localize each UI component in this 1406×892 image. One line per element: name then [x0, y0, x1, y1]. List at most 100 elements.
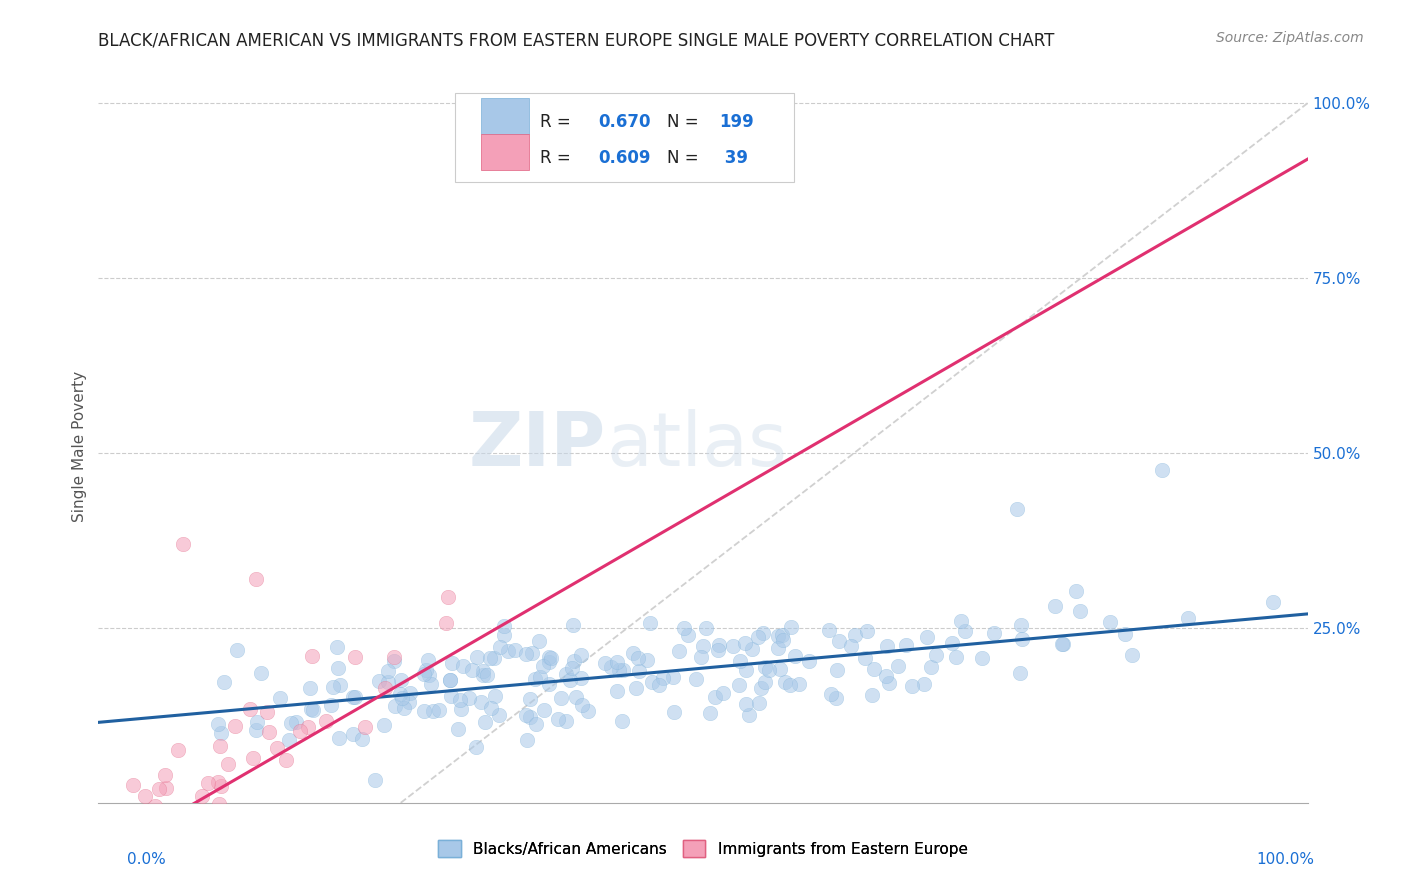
Point — [538, 676, 561, 690]
Point — [343, 690, 366, 704]
Point — [479, 701, 502, 715]
Y-axis label: Single Male Poverty: Single Male Poverty — [72, 370, 87, 522]
Point — [571, 698, 593, 712]
Text: 0.609: 0.609 — [598, 149, 651, 167]
Point — [562, 618, 585, 632]
Point — [1121, 648, 1143, 663]
Text: Source: ZipAtlas.com: Source: ZipAtlas.com — [1216, 31, 1364, 45]
Point — [209, 779, 232, 793]
Point — [465, 650, 488, 665]
Point — [125, 807, 148, 822]
Point — [374, 681, 396, 696]
Point — [769, 662, 792, 676]
Point — [780, 620, 803, 634]
Point — [398, 695, 420, 709]
Point — [447, 722, 470, 736]
Point — [860, 688, 883, 702]
Point — [256, 706, 278, 720]
Point — [540, 651, 562, 665]
Point — [925, 648, 948, 662]
Point — [853, 650, 876, 665]
Point — [266, 741, 288, 756]
Point — [384, 699, 406, 714]
Point — [280, 715, 302, 730]
Point — [1098, 615, 1121, 629]
Text: ZIP: ZIP — [470, 409, 606, 483]
Point — [441, 656, 464, 670]
Point — [824, 691, 846, 706]
Point — [460, 663, 482, 677]
Point — [748, 696, 770, 710]
Point — [479, 651, 502, 665]
Point — [225, 643, 247, 657]
Point — [661, 670, 683, 684]
Point — [1011, 632, 1033, 646]
Point — [758, 663, 780, 677]
Point — [276, 753, 298, 767]
Point — [529, 670, 551, 684]
FancyBboxPatch shape — [456, 93, 793, 182]
Point — [728, 654, 751, 668]
Point — [695, 621, 717, 635]
Point — [450, 702, 472, 716]
Point — [243, 820, 266, 834]
Point — [494, 619, 516, 633]
Point — [515, 647, 537, 661]
Point — [278, 732, 301, 747]
Point — [738, 708, 761, 723]
Point — [155, 768, 177, 782]
Point — [364, 772, 387, 787]
Point — [474, 714, 496, 729]
Point — [562, 654, 585, 668]
Point — [470, 695, 492, 709]
Point — [419, 677, 441, 691]
Point — [299, 702, 322, 716]
Point — [862, 662, 884, 676]
Text: 199: 199 — [718, 113, 754, 131]
Point — [297, 720, 319, 734]
Point — [439, 673, 461, 687]
Point — [451, 659, 474, 673]
Point — [284, 714, 307, 729]
Point — [475, 668, 498, 682]
Point — [950, 614, 973, 628]
Point — [449, 693, 471, 707]
Point — [662, 705, 685, 719]
Point — [735, 697, 758, 711]
Point — [915, 630, 938, 644]
Point — [600, 660, 623, 674]
Point — [728, 677, 751, 691]
Point — [576, 704, 599, 718]
Point — [148, 782, 170, 797]
Point — [242, 751, 264, 765]
Point — [768, 640, 790, 655]
Point — [734, 663, 756, 677]
Point — [322, 680, 344, 694]
Point — [1069, 604, 1091, 618]
Point — [377, 675, 399, 690]
Point — [515, 707, 537, 722]
Point — [624, 681, 647, 696]
Text: 0.670: 0.670 — [598, 113, 651, 131]
Point — [641, 675, 664, 690]
Point — [1007, 502, 1029, 516]
Point — [554, 667, 576, 681]
Point — [953, 624, 976, 638]
Point — [488, 640, 510, 654]
Point — [875, 669, 897, 683]
Point — [550, 691, 572, 706]
Point — [328, 731, 350, 745]
Point — [315, 714, 337, 729]
Point — [422, 704, 444, 718]
Point — [1152, 463, 1174, 477]
Point — [207, 775, 229, 789]
Point — [699, 706, 721, 720]
Point — [1052, 637, 1074, 651]
Point — [301, 648, 323, 663]
Point — [692, 640, 714, 654]
Point — [298, 681, 321, 696]
Point — [427, 703, 450, 717]
Point — [754, 659, 776, 673]
Point — [606, 683, 628, 698]
Point — [343, 649, 366, 664]
